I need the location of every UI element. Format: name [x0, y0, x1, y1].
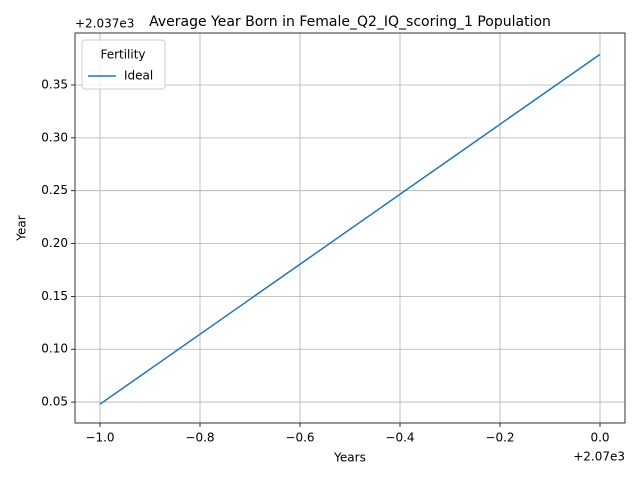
y-tick-label: 0.25 — [41, 183, 68, 197]
y-tick-label: 0.05 — [41, 395, 68, 409]
chart-title: Average Year Born in Female_Q2_IQ_scorin… — [149, 14, 551, 30]
legend-label: Ideal — [124, 69, 153, 83]
x-tick-label: −0.2 — [485, 431, 514, 445]
x-offset-label: +2.07e3 — [573, 450, 625, 464]
plot-frame — [74, 32, 626, 424]
legend-title: Fertility — [100, 48, 145, 62]
x-tick-label: 0.0 — [590, 431, 609, 445]
y-tick-label: 0.30 — [41, 130, 68, 144]
y-tick-label: 0.20 — [41, 236, 68, 250]
y-tick-label: 0.10 — [41, 342, 68, 356]
x-tick-label: −0.4 — [385, 431, 414, 445]
y-offset-label: +2.037e3 — [75, 17, 134, 31]
y-tick-label: 0.15 — [41, 289, 68, 303]
x-tick-label: −1.0 — [85, 431, 114, 445]
x-tick-label: −0.6 — [285, 431, 314, 445]
y-tick-label: 0.35 — [41, 78, 68, 92]
x-axis-label: Years — [333, 451, 366, 465]
x-tick-label: −0.8 — [185, 431, 214, 445]
y-axis-label: Year — [15, 215, 29, 241]
data-line — [99, 53, 601, 405]
